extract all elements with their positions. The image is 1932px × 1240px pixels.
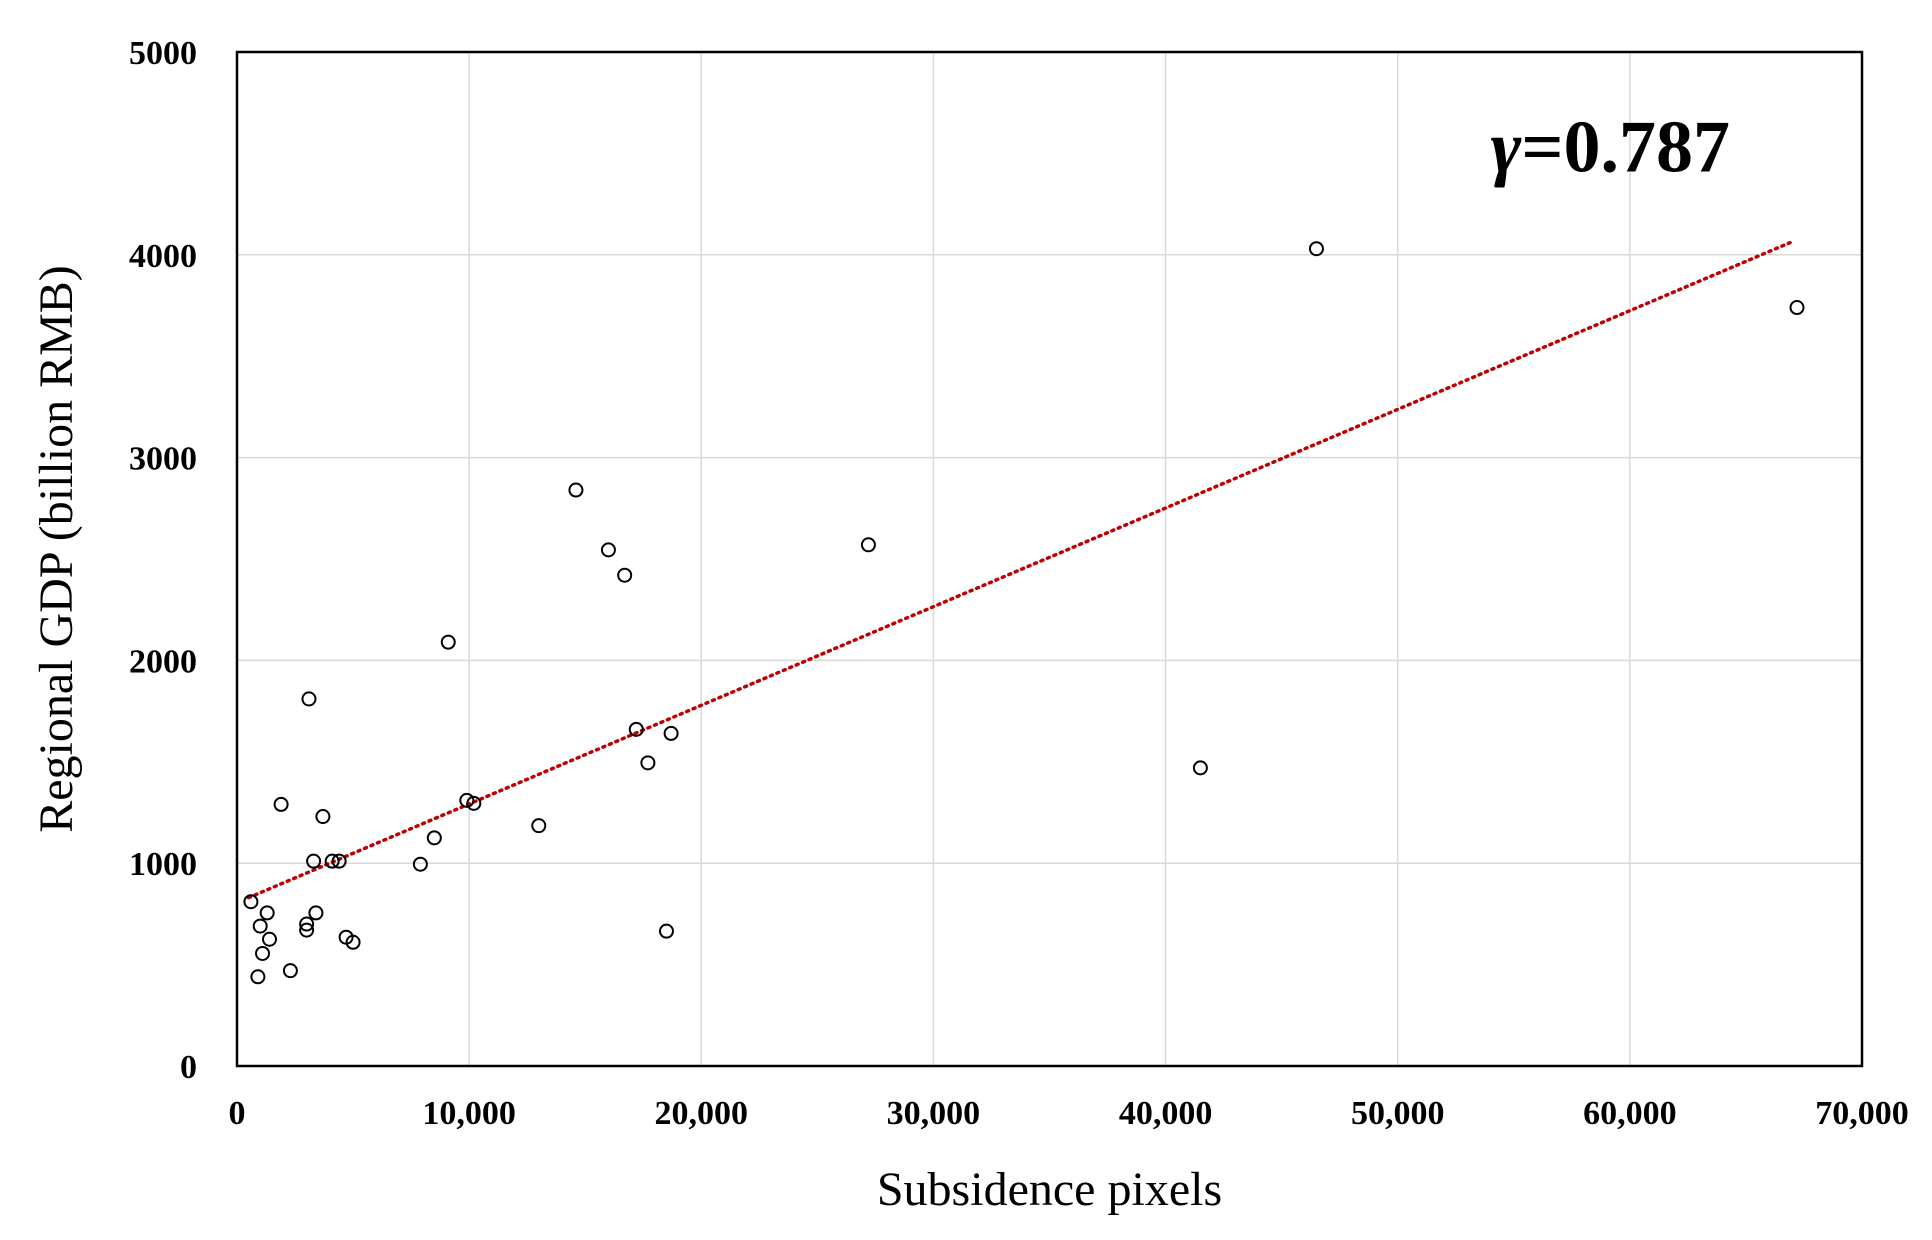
x-tick-label: 40,000	[1119, 1095, 1213, 1132]
data-point	[302, 692, 315, 705]
x-tick-label: 0	[229, 1095, 246, 1132]
data-point	[414, 858, 427, 871]
data-point	[442, 636, 455, 649]
data-point	[532, 819, 545, 832]
correlation-symbol: γ	[1491, 107, 1522, 189]
correlation-value: =0.787	[1521, 107, 1730, 189]
data-point	[309, 906, 322, 919]
data-point	[275, 798, 288, 811]
data-point	[641, 756, 654, 769]
y-tick-label: 0	[180, 1049, 197, 1086]
data-point	[665, 727, 678, 740]
x-tick-label: 10,000	[422, 1095, 516, 1132]
y-tick-label: 3000	[129, 441, 197, 478]
y-tick-label: 4000	[129, 238, 197, 275]
x-axis-tick-labels: 0 10,000 20,000 30,000 40,000 50,000 60,000 70,…	[229, 1095, 1909, 1132]
data-point	[263, 933, 276, 946]
data-point	[660, 925, 673, 938]
x-tick-label: 50,000	[1351, 1095, 1445, 1132]
data-point	[618, 569, 631, 582]
data-point	[307, 855, 320, 868]
x-axis-title: Subsidence pixels	[877, 1163, 1222, 1216]
correlation-annotation: γ=0.787	[1491, 107, 1730, 189]
y-axis-title: Regional GDP (billion RMB)	[30, 265, 83, 833]
data-point	[602, 543, 615, 556]
x-tick-label: 30,000	[887, 1095, 981, 1132]
x-tick-label: 70,000	[1815, 1095, 1909, 1132]
data-point	[1194, 761, 1207, 774]
data-points	[244, 242, 1803, 983]
data-point	[428, 831, 441, 844]
data-point	[1310, 242, 1323, 255]
data-point	[284, 964, 297, 977]
y-axis-tick-labels: 0 1000 2000 3000 4000 5000	[129, 35, 197, 1086]
data-point	[316, 810, 329, 823]
data-point	[256, 947, 269, 960]
data-point	[254, 920, 267, 933]
y-tick-label: 5000	[129, 35, 197, 72]
data-point	[251, 970, 264, 983]
x-tick-label: 20,000	[655, 1095, 749, 1132]
data-point	[1791, 301, 1804, 314]
data-point	[862, 538, 875, 551]
x-tick-label: 60,000	[1583, 1095, 1677, 1132]
data-point	[261, 906, 274, 919]
y-tick-label: 1000	[129, 846, 197, 883]
data-point	[569, 484, 582, 497]
y-tick-label: 2000	[129, 643, 197, 680]
